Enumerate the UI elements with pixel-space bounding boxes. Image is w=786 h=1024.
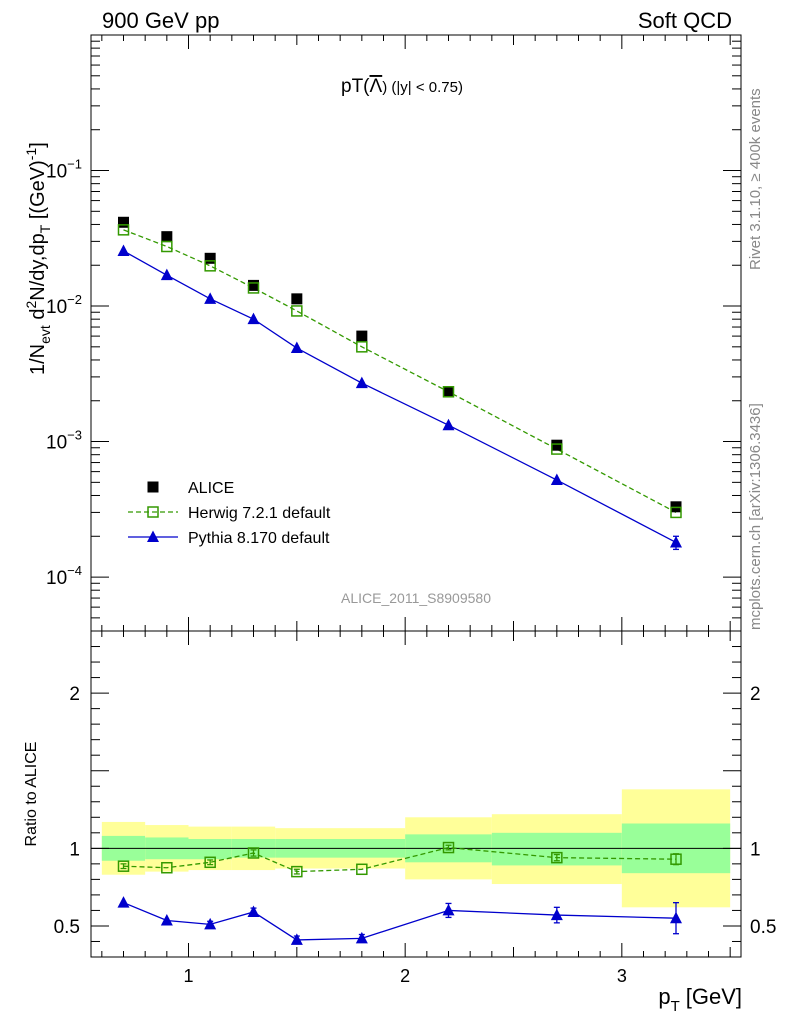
pythia-ratio-point (550, 908, 563, 921)
pythia-line (123, 250, 677, 544)
pythia-ratio-point (355, 931, 368, 944)
bottom-panel-frame (90, 630, 742, 958)
bottom-plot-area (91, 789, 741, 945)
rivet-label: Rivet 3.1.10, ≥ 400k events (747, 88, 764, 270)
alice-point (356, 330, 368, 342)
pythia-point (160, 268, 173, 281)
herwig-line (123, 229, 677, 513)
pythia-ratio-point (117, 896, 130, 908)
y-tick-label: 10−4 (46, 563, 82, 589)
herwig-ratio-point (356, 863, 368, 876)
mcplots-label: mcplots.cern.ch [arXiv:1306.3436] (747, 403, 764, 630)
herwig-ratio-point (670, 853, 682, 865)
herwig-point (291, 305, 303, 317)
y-tick-label: 1 (69, 839, 80, 860)
legend-label-herwig: Herwig 7.2.1 default (188, 505, 331, 522)
alice-point (118, 216, 129, 228)
title-main: pT( (341, 76, 370, 97)
top-plot-area (117, 216, 682, 551)
title-rest: ) (|y| < 0.75) (382, 79, 463, 96)
x-axis-label-unit: [GeV] (686, 984, 742, 1009)
pythia-point (117, 244, 130, 256)
bottom-axes: 1 2 3 2 2 1 1 0.5 0.5 (54, 630, 776, 986)
legend-label-alice: ALICE (188, 480, 234, 497)
y-tick-label-right: 0.5 (750, 917, 776, 938)
x-axis-label-sub: T (671, 998, 680, 1015)
alice-point (443, 386, 454, 398)
pythia-point (355, 376, 368, 389)
pythia-point (247, 312, 260, 325)
header-left: 900 GeV pp (102, 8, 219, 33)
header-right: Soft QCD (638, 8, 732, 33)
y-tick-label-right: 2 (750, 684, 761, 705)
title-particle: Λ (370, 76, 383, 97)
herwig-ratio-point (161, 861, 173, 874)
herwig-point (117, 224, 130, 236)
herwig-ratio-point (247, 847, 260, 859)
y-tick-label: 10−1 (46, 157, 82, 183)
pythia-ratio-point (290, 933, 303, 945)
pythia-ratio-point (442, 903, 455, 916)
legend-marker-pythia (147, 530, 159, 542)
herwig-point (670, 506, 682, 519)
alice-point (248, 279, 259, 291)
x-tick-label: 3 (617, 966, 627, 986)
herwig-ratio-point (551, 851, 563, 864)
y-tick-label: 10−2 (46, 292, 82, 318)
pythia-point (670, 535, 682, 548)
pythia-point (290, 341, 303, 354)
herwig-ratio-point (117, 860, 130, 872)
y-tick-label: 0.5 (54, 917, 80, 938)
herwig-point (204, 260, 216, 272)
pythia-ratio-line (123, 902, 677, 941)
y-tick-label: 10−3 (46, 428, 82, 454)
legend-marker-herwig (147, 506, 159, 518)
alice-point (161, 231, 173, 243)
legend: ALICE Herwig 7.2.1 default Pythia 8.170 de… (128, 480, 331, 547)
top-axes: 10−1 10−2 10−3 10−4 (46, 34, 741, 632)
plot-title: pT(Λ) (|y| < 0.75) (341, 76, 463, 97)
pythia-point (550, 473, 563, 486)
herwig-ratio-point (204, 856, 216, 869)
alice-point (551, 439, 563, 451)
herwig-ratio-point (442, 841, 455, 854)
analysis-watermark: ALICE_2011_S8909580 (341, 590, 491, 606)
y-axis-label-bottom: Ratio to ALICE (23, 742, 40, 847)
herwig-point (161, 240, 173, 253)
herwig-point (551, 443, 563, 455)
pythia-point (442, 418, 455, 431)
x-axis-label: pT [GeV] (658, 984, 742, 1015)
pythia-ratio-point (160, 914, 173, 926)
pythia-ratio-point (670, 911, 682, 924)
herwig-point (356, 341, 368, 353)
y-tick-label-right: 1 (750, 839, 761, 860)
pythia-point (204, 292, 217, 304)
top-panel: 10−1 10−2 10−3 10−4 (46, 34, 742, 632)
legend-label-pythia: Pythia 8.170 default (188, 530, 330, 547)
alice-point (204, 252, 216, 264)
y-tick-label: 2 (69, 684, 80, 705)
pythia-ratio-point (204, 917, 217, 930)
x-tick-label: 2 (400, 966, 410, 986)
herwig-ratio-point (291, 865, 303, 878)
herwig-point (247, 282, 260, 294)
y-axis-label-top: 1/Nevt d2N/dy,dpT [(GeV)-1] (23, 142, 53, 375)
bottom-panel: 1 2 3 2 2 1 1 0.5 0.5 (54, 630, 776, 986)
x-axis-label-p: p (658, 984, 670, 1009)
x-tick-label: 1 (183, 966, 193, 986)
ratio-band-inner (188, 839, 232, 860)
pythia-ratio-point (247, 905, 260, 917)
herwig-point (442, 386, 455, 398)
legend-marker-alice (147, 481, 159, 493)
alice-point (291, 293, 303, 305)
